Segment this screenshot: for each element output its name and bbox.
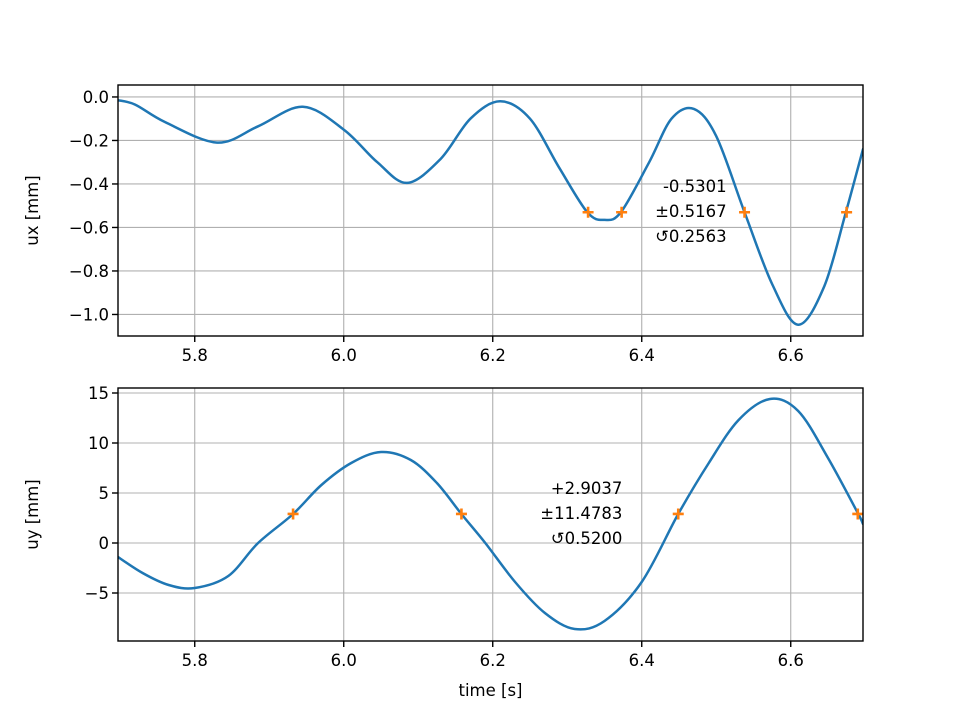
x-tick-label: 6.4 [629,346,655,365]
cycle-stats-annotation-line: -0.5301 [663,177,727,196]
crossing-plus-marker [852,508,864,520]
axes-spines [117,84,864,337]
x-tick-label: 6.2 [480,346,506,365]
cycle-stats-annotation-line: +2.9037 [551,479,623,498]
crossing-plus-marker [616,206,628,218]
x-tick-label: 5.8 [182,651,208,670]
y-tick-label: −5 [85,584,109,603]
cycle-stats-annotation-line: ↺0.2563 [655,227,727,246]
y-axis-label: ux [mm] [23,175,42,246]
crossing-plus-marker [739,206,751,218]
crossing-plus-marker [287,508,299,520]
y-tick-label: −0.6 [69,218,109,237]
x-tick-label: 6.0 [331,651,357,670]
x-tick-label: 6.0 [331,346,357,365]
uy-subplot: 5.8 6.0 6.2 6.4 6.6 15 10 5 0 −5 +2.9037 ±11.4783 ↺0… [23,384,864,700]
crossing-plus-marker [455,508,467,520]
y-tick-label: 15 [88,384,109,403]
uy-curve [118,397,863,631]
axes-spines [117,387,864,642]
crossing-plus-marker [582,206,594,218]
x-tick-label: 5.8 [182,346,208,365]
cycle-stats-annotation-line: ±11.4783 [540,504,622,523]
y-axis-label: uy [mm] [23,479,42,550]
y-tick-label: −0.8 [69,262,109,281]
y-tick-label: −0.4 [69,175,109,194]
y-tick-label: −0.2 [69,131,109,150]
x-tick-label: 6.2 [480,651,506,670]
crossing-plus-marker [672,508,684,520]
x-axis-label: time [s] [459,681,523,700]
cycle-stats-annotation-line: ±0.5167 [655,202,727,221]
y-tick-label: 0.0 [83,88,109,107]
y-tick-label: −1.0 [69,305,109,324]
x-tick-label: 6.4 [629,651,655,670]
x-tick-label: 6.6 [778,346,804,365]
y-tick-label: 0 [99,534,110,553]
crossing-plus-marker [841,206,853,218]
ux-subplot: 5.8 6.0 6.2 6.4 6.6 0.0 −0.2 −0.4 −0.6 −0.8 −1.0 -0… [23,84,864,365]
ux-curve [118,98,863,326]
y-tick-label: 5 [99,484,110,503]
y-tick-label: 10 [88,434,109,453]
cycle-stats-annotation-line: ↺0.5200 [551,529,623,548]
x-tick-label: 6.6 [778,651,804,670]
